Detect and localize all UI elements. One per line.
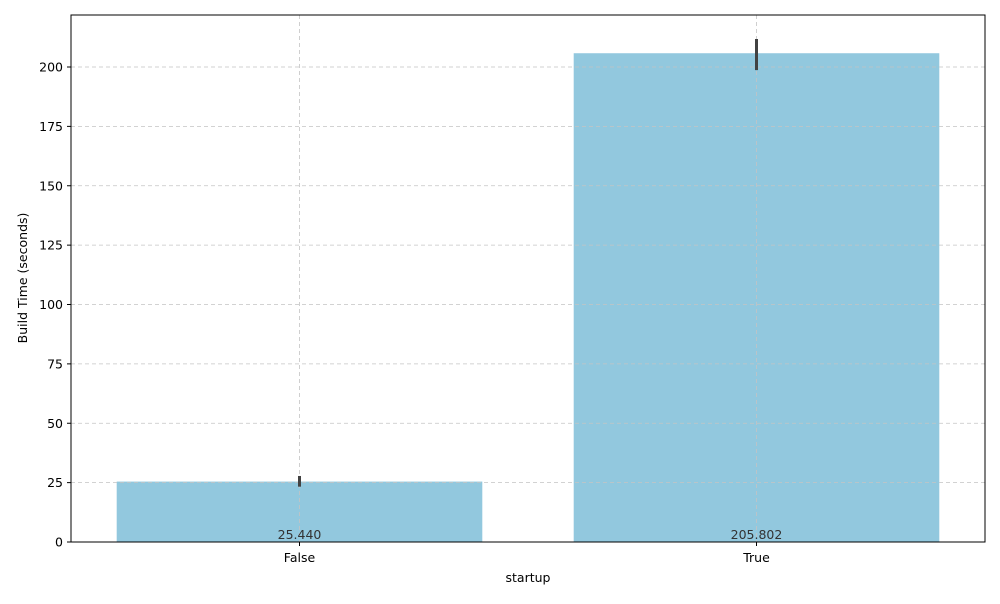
y-tick-label: 50 [47,416,63,431]
y-tick-label: 125 [39,238,63,253]
y-axis-label: Build Time (seconds) [15,213,30,344]
y-tick-label: 75 [47,356,63,371]
plot-frame [70,14,986,543]
y-tick-label: 175 [39,119,63,134]
y-tick-label: 100 [39,297,63,312]
x-tick-label: False [284,550,316,565]
x-axis-label: startup [506,570,551,585]
y-tick-label: 25 [47,475,63,490]
y-tick-label: 0 [55,535,63,550]
y-tick-label: 150 [39,178,63,193]
value-label: 25.440 [278,527,322,542]
y-tick-label: 200 [39,60,63,75]
value-label: 205.802 [731,527,783,542]
x-tick-label: True [742,550,770,565]
